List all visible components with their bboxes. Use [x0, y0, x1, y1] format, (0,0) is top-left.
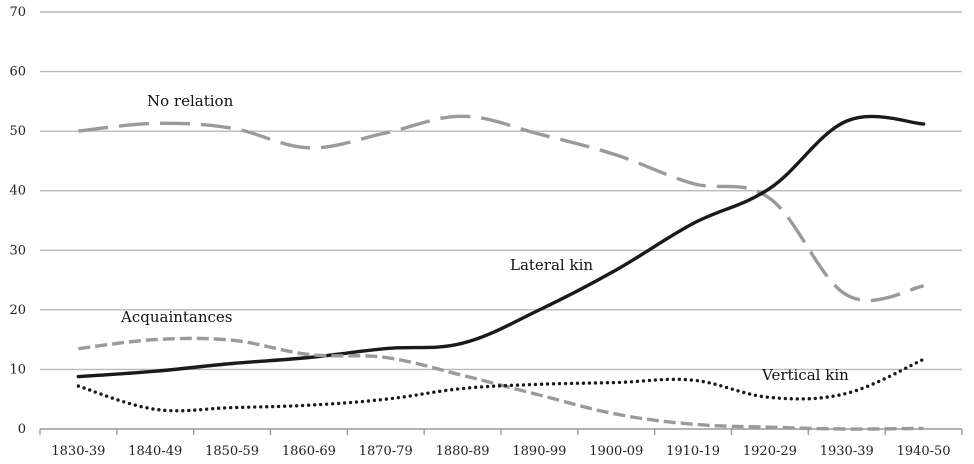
y-axis-ticks: 0 10 20 30 40 50 60 70 — [9, 5, 26, 437]
series-labels: No relation Lateral kin Acquaintances Ve… — [120, 92, 849, 384]
series-label-vertical-kin: Vertical kin — [761, 366, 849, 384]
x-tick-label-1900-09: 1900-09 — [589, 444, 643, 459]
y-tick-label-10: 10 — [9, 362, 26, 377]
x-axis-ticks: 1830-39 1840-49 1850-59 1860-69 1870-79 1880-… — [39, 429, 963, 459]
x-tick-label-1940-50: 1940-50 — [897, 444, 951, 459]
y-tick-label-20: 20 — [9, 303, 26, 318]
series-label-acquaintances: Acquaintances — [120, 308, 233, 326]
series-lines — [76, 114, 926, 431]
x-tick-label-1880-89: 1880-89 — [436, 444, 490, 459]
y-tick-label-50: 50 — [9, 124, 26, 139]
series-line-lateral-kin — [76, 114, 926, 379]
y-tick-label-40: 40 — [9, 184, 26, 199]
y-tick-label-30: 30 — [9, 243, 26, 258]
gridlines — [40, 11, 962, 430]
series-line-vertical-kin — [76, 357, 926, 413]
x-tick-label-1920-29: 1920-29 — [743, 444, 797, 459]
x-tick-label-1870-79: 1870-79 — [359, 444, 413, 459]
x-tick-label-1830-39: 1830-39 — [51, 444, 105, 459]
x-tick-label-1860-69: 1860-69 — [282, 444, 336, 459]
y-tick-label-60: 60 — [9, 65, 26, 80]
y-tick-label-0: 0 — [18, 422, 26, 437]
y-tick-label-70: 70 — [9, 5, 26, 20]
x-tick-label-1840-49: 1840-49 — [128, 444, 182, 459]
series-line-no-relation — [78, 114, 924, 302]
x-tick-label-1890-99: 1890-99 — [512, 444, 566, 459]
x-tick-label-1910-19: 1910-19 — [666, 444, 720, 459]
x-tick-label-1850-59: 1850-59 — [205, 444, 259, 459]
x-tick-label-1930-39: 1930-39 — [820, 444, 874, 459]
series-label-no-relation: No relation — [147, 92, 234, 110]
series-label-lateral-kin: Lateral kin — [510, 256, 593, 274]
